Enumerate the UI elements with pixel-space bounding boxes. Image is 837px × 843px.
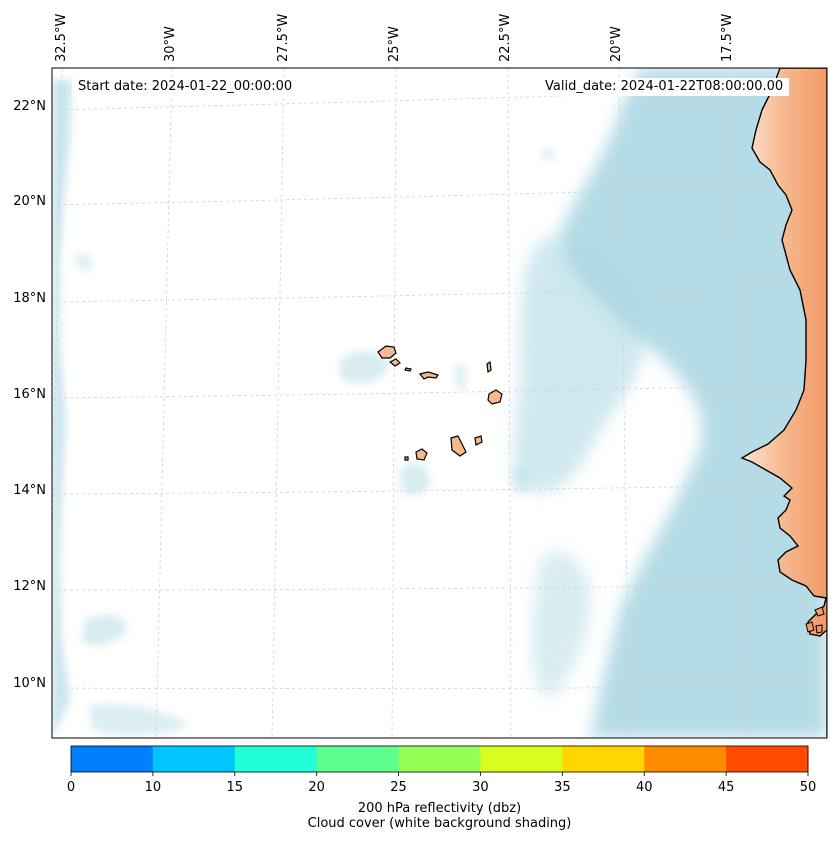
colorbar-tick-label: 20: [308, 780, 325, 795]
colorbar-label-line2: Cloud cover (white background shading): [307, 815, 572, 831]
lat-label-10n: 10°N: [13, 676, 46, 691]
colorbar-swatch: [644, 746, 727, 772]
graticule: [52, 68, 827, 738]
valid-date-label: Valid_date: 2024-01-22T08:00:00.00: [539, 78, 790, 97]
map-frame: [51, 67, 828, 739]
colorbar-swatch: [398, 746, 481, 772]
lon-label-25w: 25°W: [387, 26, 402, 62]
cape-verde-islands: [377, 345, 503, 461]
lat-label-16n: 16°N: [13, 387, 46, 402]
colorbar-swatch: [234, 746, 318, 772]
colorbar-tick-label: 45: [717, 780, 735, 795]
lon-label-17-5w: 17.5°W: [720, 13, 735, 62]
colorbar-label-line1: 200 hPa reflectivity (dbz): [357, 801, 522, 816]
colorbar-frame: [70, 745, 809, 773]
lon-label-22-5w: 22.5°W: [498, 13, 513, 62]
colorbar-tick-label: 25: [390, 780, 407, 795]
colorbar-tick-label: 35: [554, 780, 571, 795]
lat-label-14n: 14°N: [13, 483, 46, 498]
lon-label-30w: 30°W: [163, 26, 178, 62]
colorbar: [71, 746, 809, 772]
lat-label-20n: 20°N: [13, 194, 46, 209]
colorbar-swatch: [71, 746, 154, 772]
colorbar-swatch: [152, 746, 236, 772]
colorbar-tick-marks: [70, 772, 809, 776]
colorbar-tick-label: 50: [799, 780, 817, 795]
colorbar-swatch: [562, 746, 645, 772]
africa-coastline: [740, 68, 827, 738]
start-date-label: Start date: 2024-01-22_00:00:00: [72, 78, 299, 97]
lon-label-27-5w: 27.5°W: [276, 13, 291, 62]
colorbar-label: 200 hPa reflectivity (dbz) Cloud cover (…: [71, 801, 808, 832]
colorbar-swatch: [316, 746, 400, 772]
bijagos-islands: [805, 606, 825, 634]
colorbar-swatch: [480, 746, 563, 772]
colorbar-tick-label: 0: [66, 780, 76, 795]
lat-label-18n: 18°N: [13, 291, 46, 306]
lat-label-22n: 22°N: [13, 99, 46, 114]
lon-label-32-5w: 32.5°W: [54, 13, 69, 62]
colorbar-tick-label: 15: [226, 780, 244, 795]
lon-label-20w: 20°W: [609, 26, 624, 62]
colorbar-tick-label: 40: [635, 780, 653, 795]
colorbar-tick-label: 30: [472, 780, 489, 795]
colorbar-swatch: [726, 746, 809, 772]
colorbar-tick-label: 10: [144, 780, 162, 795]
lat-label-12n: 12°N: [13, 579, 46, 594]
cloud-cover-layer: [52, 68, 827, 738]
